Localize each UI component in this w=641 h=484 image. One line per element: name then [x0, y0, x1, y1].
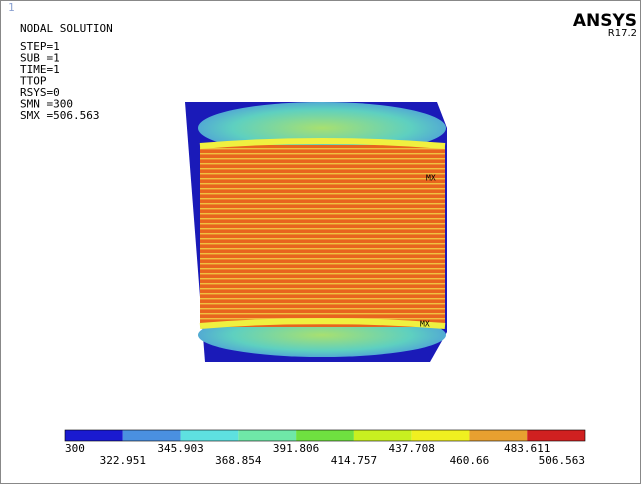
header-line: SMX =506.563	[20, 109, 99, 122]
legend-label: 368.854	[215, 454, 262, 467]
legend-band	[412, 430, 470, 441]
marker: MX	[420, 320, 430, 329]
legend-label: 345.903	[157, 442, 203, 455]
version: R17.2	[608, 28, 637, 39]
legend-label: 391.806	[273, 442, 319, 455]
legend-label: 414.757	[331, 454, 377, 467]
model	[185, 102, 447, 362]
legend-label: 322.951	[100, 454, 146, 467]
title: NODAL SOLUTION	[20, 22, 113, 35]
ansys-viewport: 1 NODAL SOLUTION ANSYS R17.2 MX MX STEP=…	[0, 0, 641, 484]
window-number: 1	[8, 1, 15, 14]
legend-band	[527, 430, 585, 441]
legend-label: 437.708	[388, 442, 434, 455]
marker: MX	[426, 174, 436, 183]
legend-band	[123, 430, 181, 441]
legend-band	[181, 430, 239, 441]
legend-band	[469, 430, 527, 441]
legend-band	[238, 430, 296, 441]
legend-label: 506.563	[539, 454, 585, 467]
legend-band	[65, 430, 123, 441]
legend-band	[354, 430, 412, 441]
legend-label: 460.66	[450, 454, 490, 467]
legend-band	[296, 430, 354, 441]
legend-label: 300	[65, 442, 85, 455]
